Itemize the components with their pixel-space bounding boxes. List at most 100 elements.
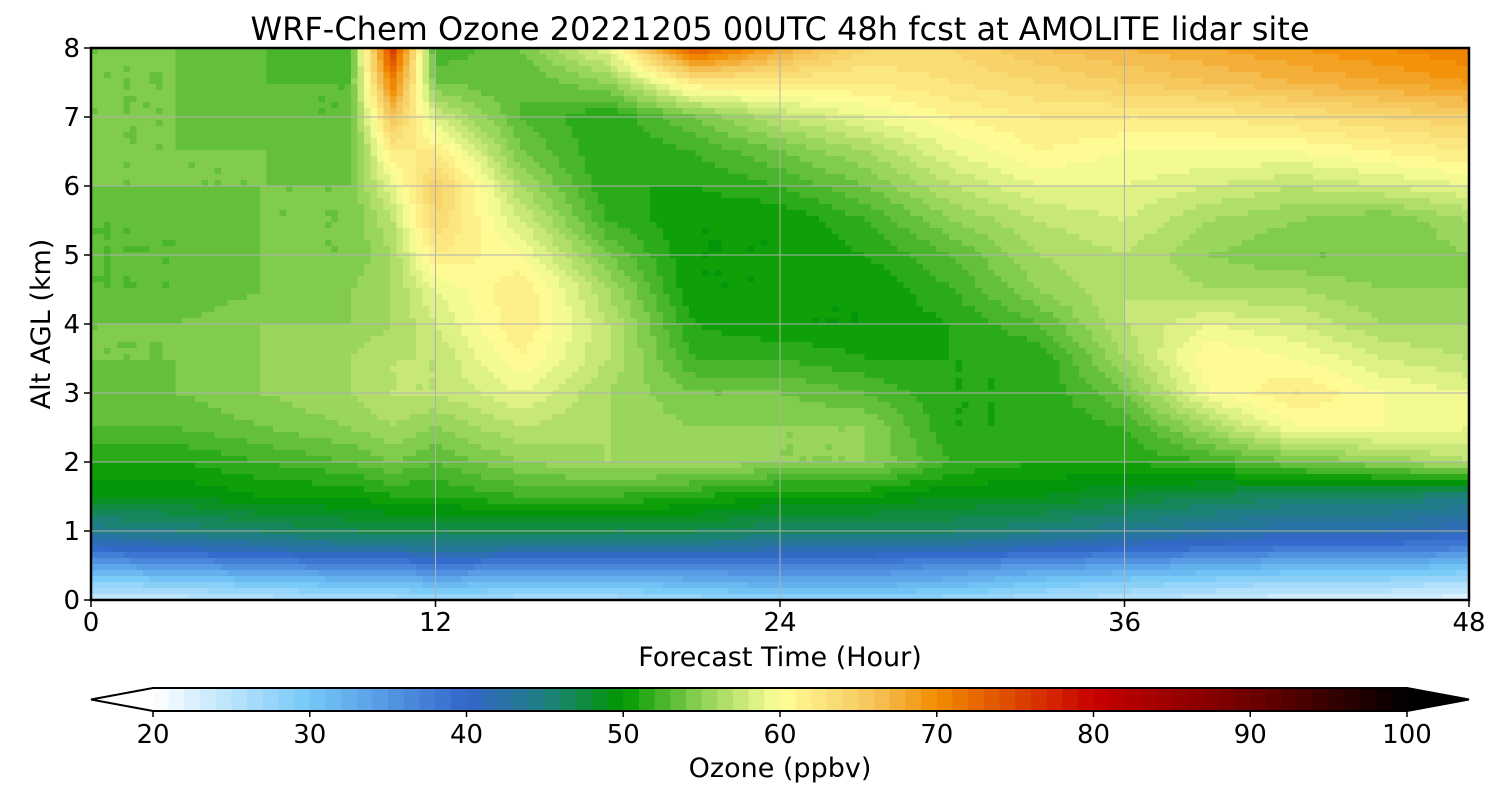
ozone-cell: [1066, 132, 1074, 139]
ozone-cell: [1092, 138, 1100, 145]
ozone-cell: [201, 162, 209, 169]
ozone-cell: [1098, 132, 1106, 139]
ozone-cell: [546, 168, 554, 175]
ozone-cell: [1222, 120, 1230, 127]
ozone-cell: [786, 60, 794, 67]
ozone-cell: [819, 102, 827, 109]
ozone-cell: [929, 144, 937, 151]
ozone-cell: [1345, 180, 1353, 187]
ozone-cell: [611, 84, 619, 91]
ozone-cell: [273, 126, 281, 133]
ozone-cell: [494, 72, 502, 79]
ozone-cell: [1254, 144, 1262, 151]
ozone-cell: [1248, 84, 1256, 91]
ozone-cell: [91, 66, 99, 73]
ozone-cell: [364, 144, 372, 151]
ozone-cell: [1306, 168, 1314, 175]
ozone-cell: [396, 78, 404, 85]
ozone-cell: [1085, 174, 1093, 181]
ozone-cell: [1196, 108, 1204, 115]
ozone-cell: [975, 54, 983, 61]
ozone-cell: [526, 156, 534, 163]
ozone-cell: [474, 168, 482, 175]
ozone-cell: [546, 72, 554, 79]
ozone-cell: [1423, 102, 1431, 109]
ozone-cell: [1248, 108, 1256, 115]
ozone-cell: [156, 66, 164, 73]
ozone-cell: [1443, 120, 1451, 127]
ozone-cell: [1319, 156, 1327, 163]
ozone-cell: [741, 66, 749, 73]
ozone-cell: [780, 144, 788, 151]
ozone-cell: [201, 138, 209, 145]
ozone-cell: [1007, 120, 1015, 127]
ozone-cell: [429, 120, 437, 127]
ozone-cell: [383, 90, 391, 97]
ozone-cell: [624, 108, 632, 115]
ozone-cell: [1300, 84, 1308, 91]
ozone-cell: [825, 90, 833, 97]
ozone-cell: [624, 168, 632, 175]
ozone-cell: [780, 120, 788, 127]
ozone-cell: [435, 186, 443, 193]
ozone-cell: [338, 90, 346, 97]
ozone-cell: [1423, 162, 1431, 169]
ozone-cell: [663, 174, 671, 181]
ozone-cell: [689, 156, 697, 163]
ozone-cell: [643, 72, 651, 79]
ozone-cell: [721, 180, 729, 187]
ozone-cell: [916, 150, 924, 157]
ozone-cell: [143, 132, 151, 139]
ozone-cell: [617, 108, 625, 115]
ozone-cell: [968, 108, 976, 115]
ozone-cell: [273, 72, 281, 79]
ozone-cell: [468, 156, 476, 163]
ozone-cell: [955, 60, 963, 67]
ozone-cell: [130, 180, 138, 187]
ozone-cell: [760, 66, 768, 73]
ozone-cell: [156, 150, 164, 157]
ozone-cell: [617, 156, 625, 163]
ozone-cell: [1404, 162, 1412, 169]
ozone-cell: [910, 48, 918, 55]
ozone-cell: [832, 156, 840, 163]
ozone-cell: [1196, 90, 1204, 97]
ozone-cell: [1007, 156, 1015, 163]
ozone-cell: [604, 78, 612, 85]
ozone-cell: [442, 120, 450, 127]
ozone-cell: [546, 138, 554, 145]
ozone-cell: [91, 60, 99, 67]
ozone-cell: [955, 78, 963, 85]
ozone-cell: [1410, 126, 1418, 133]
ozone-cell: [1417, 138, 1425, 145]
ozone-cell: [1124, 90, 1132, 97]
ozone-cell: [1014, 126, 1022, 133]
ozone-cell: [331, 168, 339, 175]
ozone-cell: [1397, 84, 1405, 91]
ozone-cell: [1105, 126, 1113, 133]
ozone-cell: [286, 180, 294, 187]
ozone-cell: [1319, 150, 1327, 157]
ozone-cell: [877, 54, 885, 61]
ozone-cell: [1274, 132, 1282, 139]
ozone-cell: [923, 132, 931, 139]
ozone-cell: [1137, 138, 1145, 145]
ozone-cell: [1404, 48, 1412, 55]
ozone-cell: [299, 162, 307, 169]
ozone-cell: [1358, 144, 1366, 151]
ozone-cell: [546, 120, 554, 127]
ozone-cell: [929, 90, 937, 97]
ozone-cell: [650, 120, 658, 127]
ozone-cell: [1131, 132, 1139, 139]
ozone-cell: [1391, 72, 1399, 79]
ozone-cell: [487, 66, 495, 73]
ozone-cell: [318, 54, 326, 61]
ozone-cell: [500, 66, 508, 73]
ozone-cell: [812, 186, 820, 193]
ozone-cell: [91, 132, 99, 139]
ozone-cell: [988, 96, 996, 103]
ozone-cell: [117, 54, 125, 61]
ozone-cell: [1384, 168, 1392, 175]
ozone-cell: [169, 96, 177, 103]
ozone-cell: [474, 84, 482, 91]
